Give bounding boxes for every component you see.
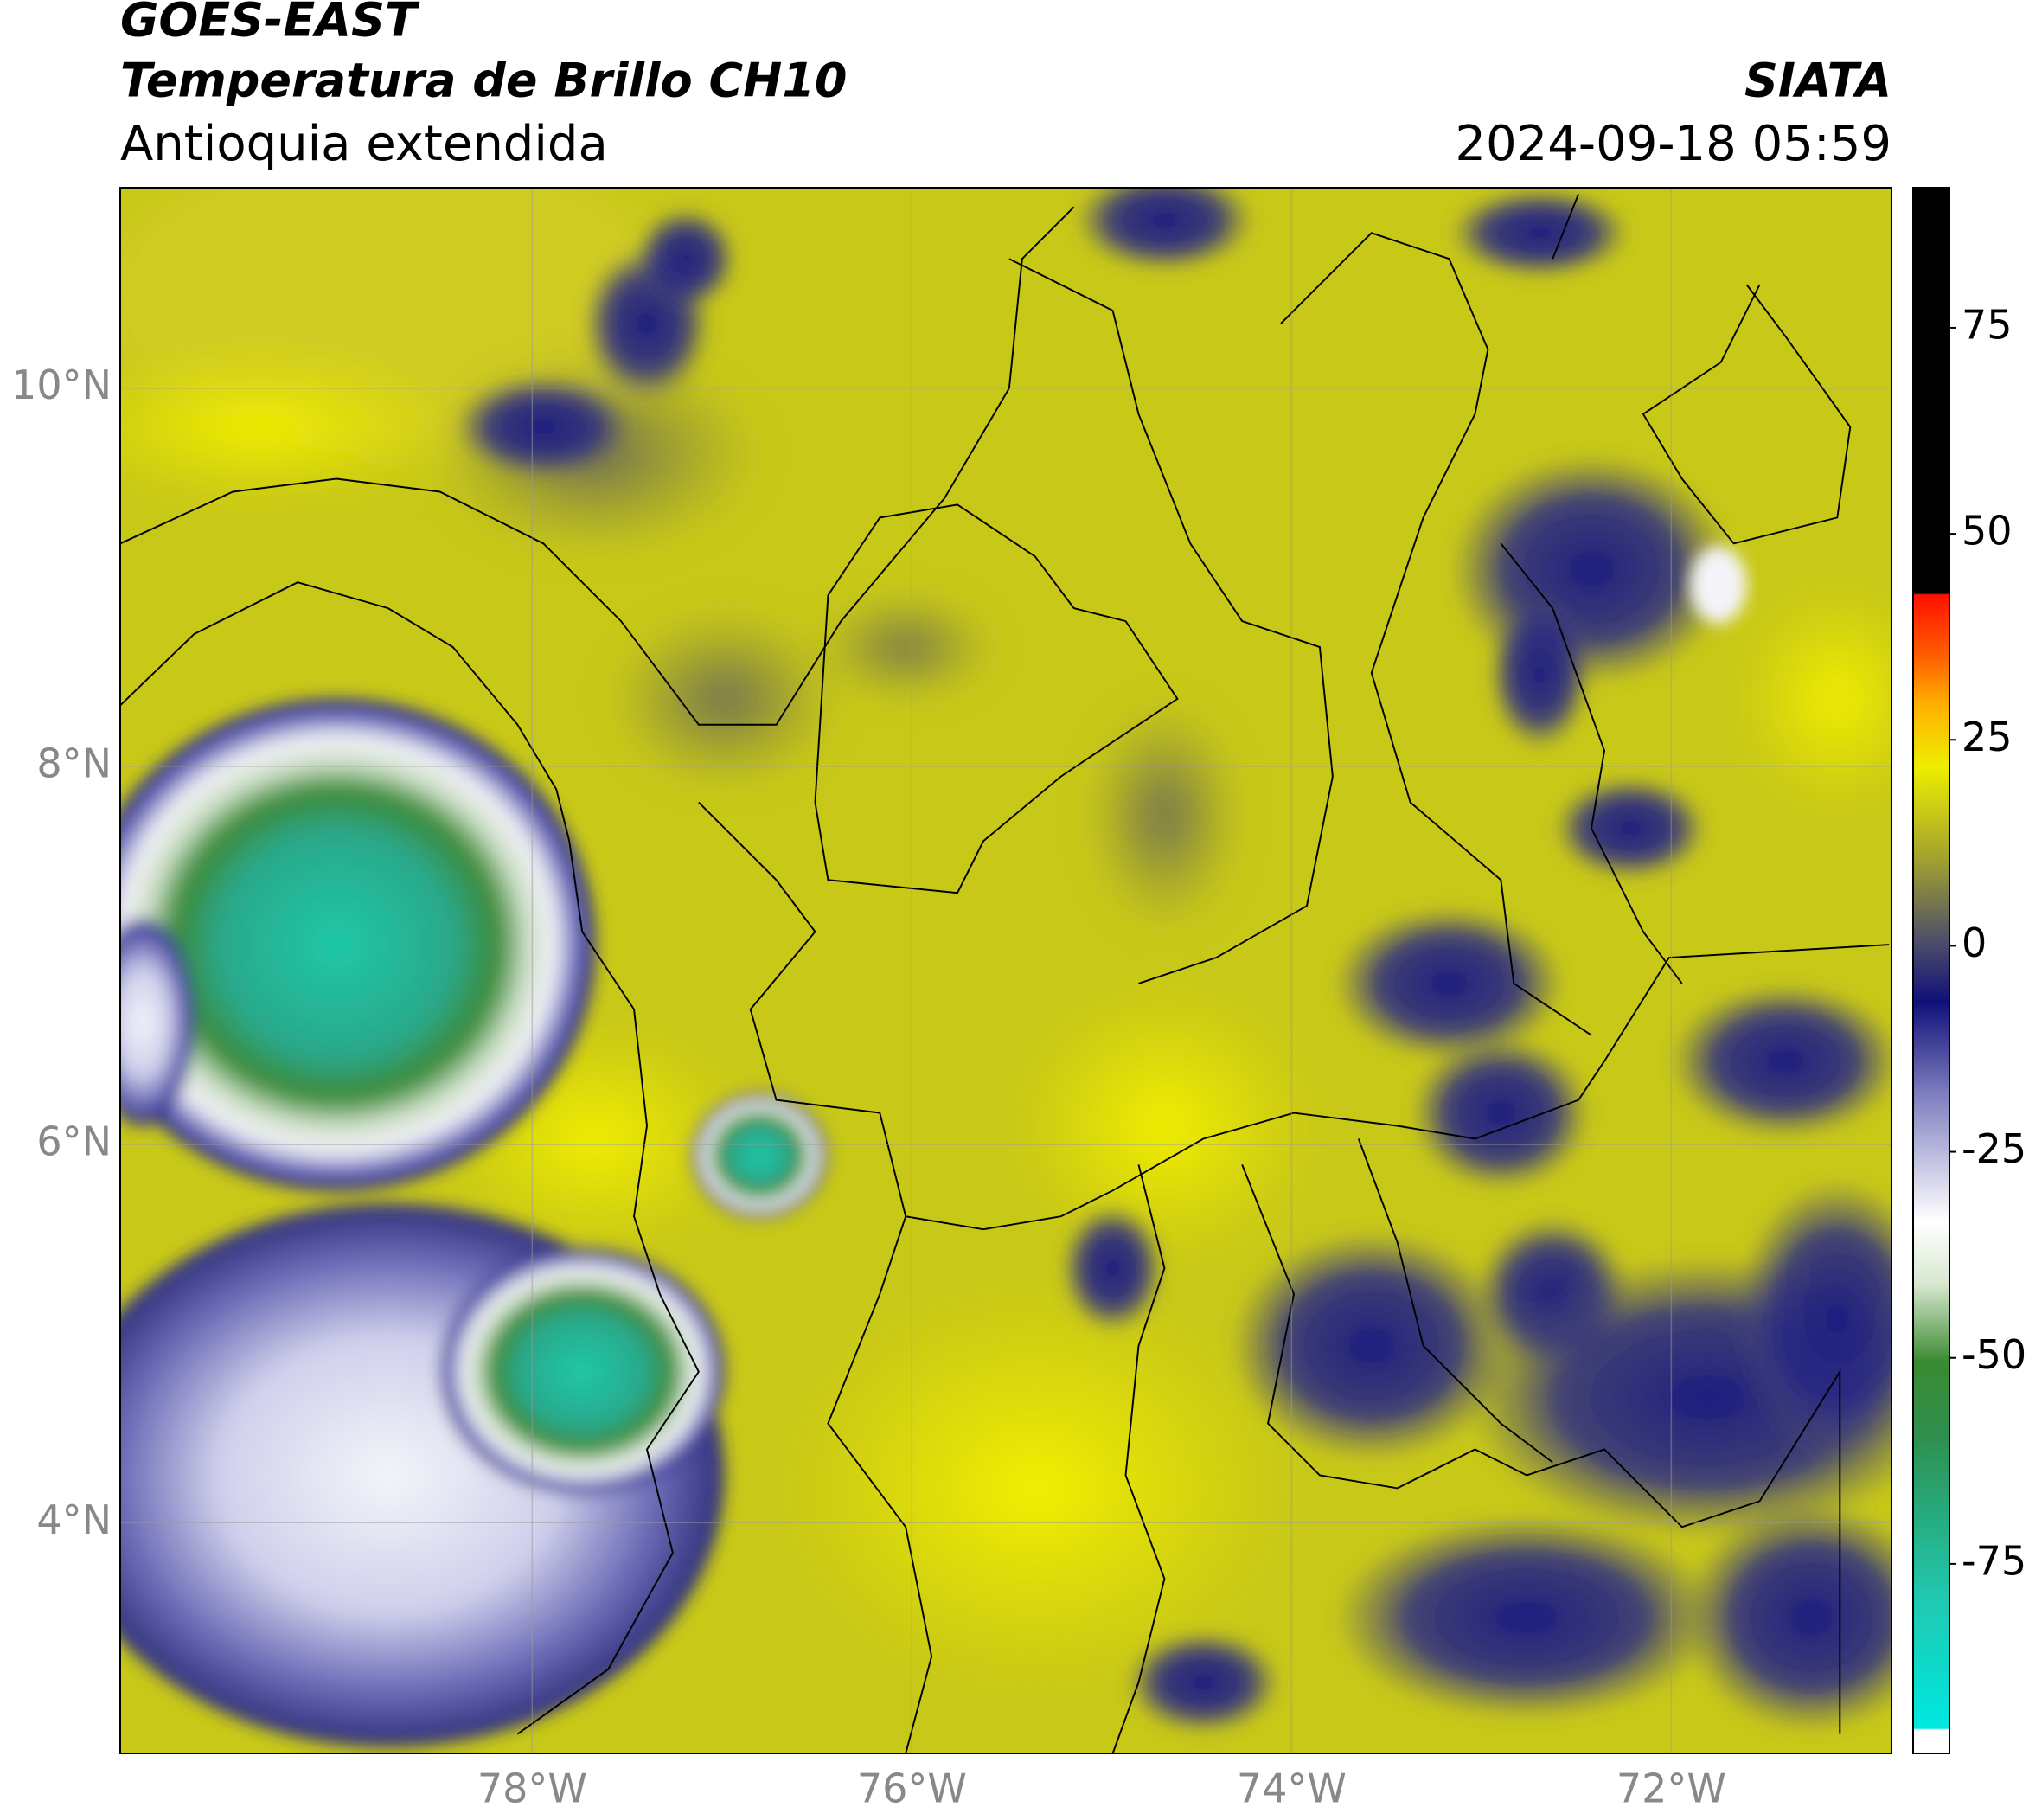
colorbar-tick-label: -75 <box>1962 1537 2026 1584</box>
lat-tick-label: 4°N <box>36 1496 112 1543</box>
lon-tick-label: 72°W <box>1616 1766 1726 1812</box>
region: Antioquia extendida <box>120 116 608 172</box>
map-frame <box>119 187 1892 1754</box>
product: Temperatura de Brillo CH10 <box>120 54 848 108</box>
colorbar-tick-label: -25 <box>1962 1125 2026 1172</box>
source: SIATA <box>1744 54 1891 108</box>
satellite: GOES-EAST <box>120 0 420 48</box>
map-imagery <box>120 188 1891 1753</box>
datetime: 2024-09-18 05:59 <box>1455 116 1891 172</box>
colorbar-tick-label: 50 <box>1962 508 2013 554</box>
graticule <box>120 188 1891 1753</box>
lon-tick-label: 74°W <box>1237 1766 1347 1812</box>
lon-tick-label: 76°W <box>857 1766 967 1812</box>
colorbar-tick-label: 75 <box>1962 301 2013 348</box>
colorbar <box>1912 187 1950 1754</box>
lon-tick-label: 78°W <box>477 1766 587 1812</box>
lat-tick-label: 10°N <box>11 362 112 408</box>
colorbar-tick-label: 0 <box>1962 920 1987 966</box>
colorbar-tick-label: -50 <box>1962 1331 2026 1378</box>
lat-tick-label: 6°N <box>36 1118 112 1165</box>
lat-tick-label: 8°N <box>36 740 112 786</box>
colorbar-tick-label: 25 <box>1962 714 2013 760</box>
